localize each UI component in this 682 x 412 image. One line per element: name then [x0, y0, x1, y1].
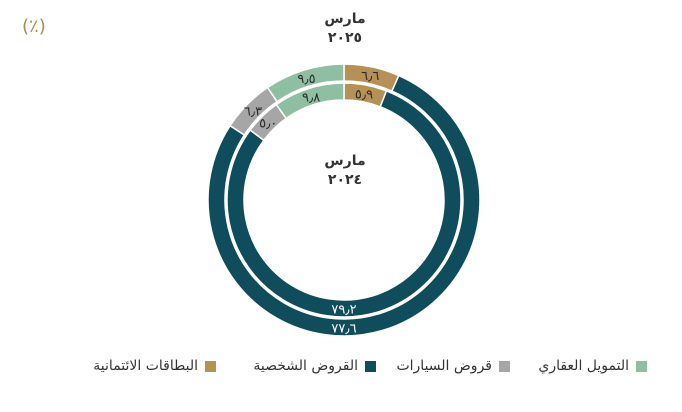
inner-ring-label: مارس ٢٠٢٤	[300, 152, 390, 190]
outer-slice-personal-loans	[207, 74, 481, 337]
legend: التمويل العقاري قروض السيارات القروض الش…	[0, 358, 682, 386]
legend-swatch	[205, 360, 216, 372]
inner-ring-year: ٢٠٢٤	[327, 172, 363, 188]
legend-swatch	[365, 360, 376, 372]
inner-ring-month: مارس	[324, 153, 366, 169]
outer-ring-year: ٢٠٢٥	[327, 30, 363, 46]
legend-item-personal-loans: القروض الشخصية	[253, 358, 376, 374]
outer-value-label-personal-loans: ٧٧٫٦	[331, 322, 356, 337]
legend-label: التمويل العقاري	[538, 358, 629, 374]
outer-value-label-mortgage: ٩٫٥	[297, 72, 315, 87]
outer-value-label-credit-cards: ٦٫٦	[361, 69, 379, 84]
outer-ring-month: مارس	[324, 11, 366, 27]
legend-swatch	[499, 360, 510, 372]
inner-value-label-auto-loans: ٥٫٠	[259, 116, 277, 131]
unit-label: (٪)	[22, 16, 46, 37]
outer-value-label-auto-loans: ٦٫٣	[244, 105, 262, 120]
outer-ring-label: مارس ٢٠٢٥	[300, 10, 390, 48]
legend-swatch	[636, 360, 647, 372]
outer-slice-mortgage	[266, 63, 345, 103]
inner-value-label-personal-loans: ٧٩٫٢	[331, 303, 356, 318]
legend-label: قروض السيارات	[396, 358, 492, 374]
legend-item-auto-loans: قروض السيارات	[396, 358, 510, 374]
legend-item-mortgage: التمويل العقاري	[538, 358, 647, 374]
donut-chart: ٦٫٦ ٧٧٫٦ ٦٫٣ ٩٫٥ ٥٫٩ ٧٩٫٢ ٥٫٠ ٩٫٨	[207, 63, 481, 337]
legend-label: القروض الشخصية	[253, 358, 358, 374]
inner-value-label-credit-cards: ٥٫٩	[355, 87, 373, 102]
inner-slice-personal-loans	[226, 89, 462, 318]
inner-slice-mortgage	[275, 82, 345, 120]
inner-value-label-mortgage: ٩٫٨	[302, 91, 320, 106]
legend-label: البطاقات الائتمانية	[93, 358, 198, 374]
legend-item-credit-cards: البطاقات الائتمانية	[93, 358, 216, 374]
